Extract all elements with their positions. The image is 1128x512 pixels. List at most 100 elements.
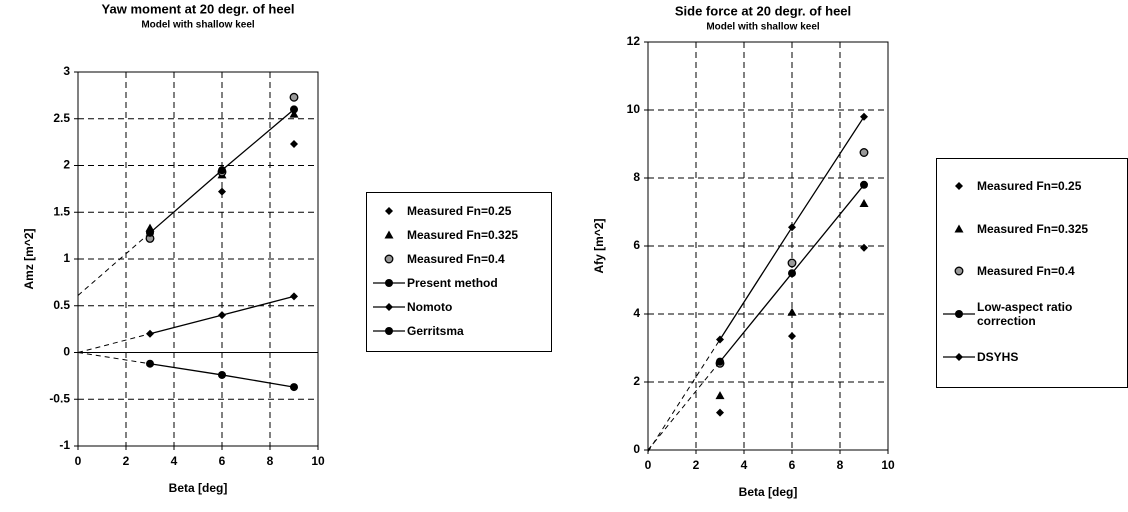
marker	[787, 258, 797, 268]
marker	[954, 224, 964, 233]
legend-label: Measured Fn=0.4	[407, 251, 505, 266]
marker	[289, 92, 299, 102]
legend-item: Measured Fn=0.4	[371, 249, 547, 268]
legend-icon	[384, 254, 394, 263]
legend-icon	[384, 230, 394, 238]
marker	[385, 206, 393, 215]
y-axis-label: Amz [m^2]	[22, 228, 36, 289]
x-tick-label: 8	[267, 454, 274, 468]
marker	[290, 292, 298, 301]
y-tick-label: 2.5	[53, 111, 70, 125]
marker	[218, 311, 226, 320]
legend-item: DSYHS	[941, 338, 1123, 376]
y-tick-label: 0.5	[53, 298, 70, 312]
x-tick-label: 10	[881, 458, 895, 472]
marker	[385, 278, 393, 287]
legend-label: Low-aspect ratio correction	[977, 300, 1073, 329]
y-tick-label: 6	[633, 238, 640, 252]
extrapolation	[77, 232, 151, 296]
y-tick-label: 12	[627, 34, 641, 48]
x-tick-label: 6	[789, 458, 796, 472]
legend-item: Measured Fn=0.4	[941, 253, 1123, 291]
marker	[788, 269, 796, 278]
marker	[859, 199, 869, 207]
x-tick-label: 2	[693, 458, 700, 472]
x-tick-label: 4	[741, 458, 748, 472]
legend-icon	[373, 326, 405, 335]
legend-label: Measured Fn=0.4	[977, 264, 1075, 279]
marker	[955, 353, 963, 362]
y-tick-label: 8	[633, 170, 640, 184]
chart-title: Side force at 20 degr. of heel	[675, 3, 851, 18]
legend: Measured Fn=0.25 Measured Fn=0.325 Measure…	[366, 192, 552, 352]
legend-item: Measured Fn=0.325	[941, 210, 1123, 248]
legend-item: Measured Fn=0.325	[371, 225, 547, 244]
extrapolation	[647, 361, 721, 451]
marker	[787, 307, 797, 316]
y-tick-label: 1	[63, 251, 70, 265]
marker	[860, 112, 868, 121]
legend-item: Low-aspect ratio correction	[941, 295, 1123, 333]
marker	[146, 228, 154, 237]
legend-icon	[385, 206, 393, 215]
legend-label: Nomoto	[407, 299, 453, 314]
chart-title: Yaw moment at 20 degr. of heel	[102, 1, 295, 16]
y-tick-label: -0.5	[49, 391, 70, 405]
y-tick-label: 2	[63, 158, 70, 172]
legend-icon	[955, 181, 963, 190]
marker	[146, 359, 154, 368]
marker	[289, 109, 299, 118]
marker	[384, 230, 394, 238]
y-tick-label: 4	[633, 306, 640, 320]
marker	[218, 187, 226, 196]
marker	[385, 302, 393, 311]
plot-border	[77, 71, 319, 447]
marker	[716, 335, 724, 344]
marker	[290, 139, 298, 148]
marker	[716, 408, 724, 417]
marker	[859, 148, 869, 157]
legend-label: Gerritsma	[407, 323, 464, 338]
x-tick-label: 2	[123, 454, 130, 468]
marker	[716, 357, 724, 366]
marker	[715, 391, 725, 400]
x-axis-label: Beta [deg]	[739, 485, 798, 499]
legend-label: DSYHS	[977, 350, 1019, 365]
extrapolation	[647, 339, 721, 452]
chart-subtitle: Model with shallow keel	[706, 22, 820, 33]
legend-icon	[373, 302, 405, 311]
legend-item: Present method	[371, 273, 547, 292]
marker	[385, 326, 393, 335]
y-tick-label: -1	[59, 438, 70, 452]
extrapolation	[77, 333, 151, 353]
legend-label: Measured Fn=0.325	[407, 227, 519, 242]
y-tick-label: 0	[633, 442, 640, 456]
marker	[954, 267, 964, 276]
marker	[860, 243, 868, 252]
marker	[218, 370, 226, 379]
x-tick-label: 10	[311, 454, 325, 468]
legend-label: Measured Fn=0.25	[977, 178, 1082, 193]
legend-item: Measured Fn=0.25	[371, 201, 547, 220]
y-tick-label: 0	[63, 345, 70, 359]
legend-icon	[954, 224, 964, 233]
y-tick-label: 1.5	[53, 204, 70, 218]
y-axis-label: Afy [m^2]	[592, 218, 606, 273]
marker	[218, 166, 226, 175]
legend-item: Nomoto	[371, 297, 547, 316]
marker	[788, 223, 796, 232]
chart-subtitle: Model with shallow keel	[141, 20, 255, 31]
extrapolation	[77, 352, 151, 365]
legend-icon	[373, 278, 405, 287]
x-tick-label: 8	[837, 458, 844, 472]
y-tick-label: 3	[63, 64, 70, 78]
marker	[955, 181, 963, 190]
legend-label: Measured Fn=0.25	[407, 203, 512, 218]
marker	[384, 254, 394, 263]
legend-icon	[943, 310, 975, 319]
legend-item: Gerritsma	[371, 321, 547, 340]
marker	[860, 180, 868, 189]
x-tick-label: 0	[75, 454, 82, 468]
x-tick-label: 6	[219, 454, 226, 468]
